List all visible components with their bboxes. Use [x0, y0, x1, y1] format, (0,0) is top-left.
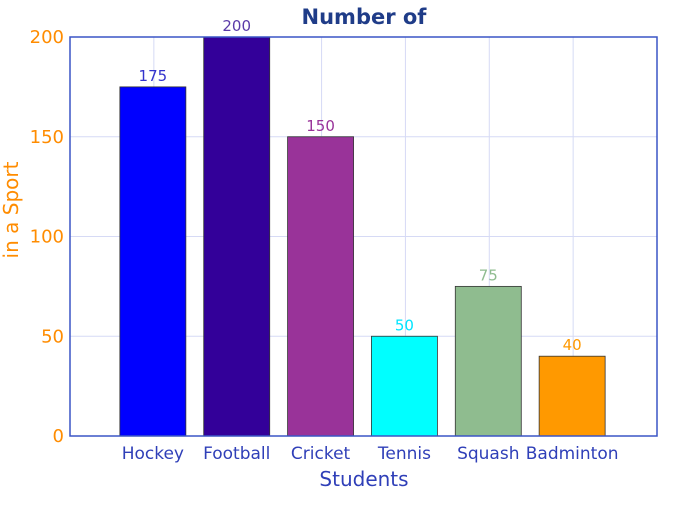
- bar-tennis: [371, 335, 438, 437]
- y-tick-label: 150: [30, 127, 64, 148]
- y-tick-label: 100: [30, 227, 64, 248]
- value-label: 150: [306, 117, 335, 135]
- bar-squash: [454, 285, 522, 437]
- bar-badminton: [538, 355, 606, 437]
- y-axis-title: in a Sport: [0, 161, 23, 258]
- bar-football: [203, 36, 271, 437]
- bar-cricket: [287, 136, 354, 437]
- value-labels: 175 200 150 50 75 40: [139, 17, 582, 354]
- chart-title: Number of: [302, 5, 428, 29]
- x-axis-title: Students: [319, 467, 408, 491]
- x-axis-ticks: Hockey Football Cricket Tennis Squash Badmint…: [122, 444, 619, 464]
- x-tick-label: Cricket: [291, 444, 351, 464]
- y-tick-label: 200: [30, 27, 64, 48]
- value-label: 175: [139, 67, 168, 85]
- x-tick-label: Football: [203, 444, 270, 464]
- x-tick-label: Tennis: [377, 444, 431, 464]
- y-axis-ticks: 0 50 100 150 200: [30, 27, 64, 447]
- x-tick-label: Badminton: [526, 444, 619, 464]
- x-tick-label: Hockey: [122, 444, 184, 464]
- value-label: 50: [395, 316, 414, 334]
- bars: [119, 36, 606, 437]
- bar-hockey: [119, 86, 187, 437]
- y-tick-label: 50: [41, 326, 64, 347]
- plot-frame: [69, 36, 658, 437]
- y-tick-label: 0: [53, 426, 64, 447]
- value-label: 200: [222, 17, 251, 35]
- value-label: 40: [563, 336, 582, 354]
- x-tick-label: Squash: [457, 444, 519, 464]
- value-label: 75: [479, 266, 498, 284]
